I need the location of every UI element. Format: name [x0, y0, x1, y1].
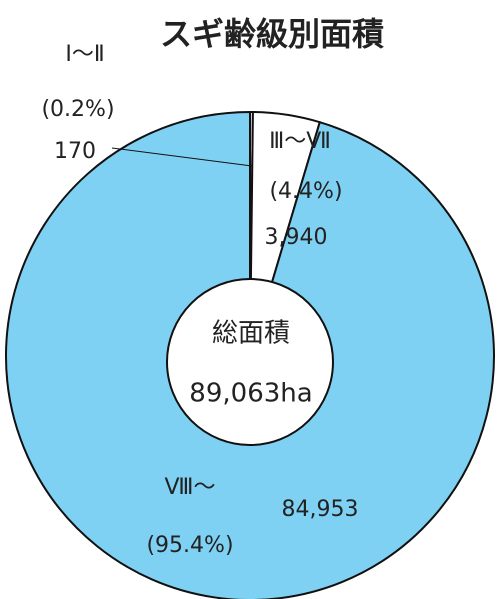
percent-label: (95.4%) [146, 533, 233, 558]
chart-title: スギ齢級別面積 [160, 15, 384, 53]
value-label: 3,940 [265, 225, 328, 250]
donut-slice [5, 110, 495, 599]
center-label: 89,063ha [189, 379, 312, 409]
slice-label: Ⅲ〜Ⅶ [269, 129, 331, 154]
value-label: 84,953 [282, 497, 359, 522]
percent-label: (0.2%) [41, 97, 114, 122]
value-label: 170 [54, 139, 96, 164]
donut-hole [166, 278, 334, 446]
leader-line [111, 147, 253, 167]
slice-label: Ⅷ〜 [165, 475, 216, 500]
percent-label: (4.4%) [269, 179, 342, 204]
slice-label: Ⅰ〜Ⅱ [65, 42, 104, 67]
center-label: 総面積 [212, 319, 290, 349]
